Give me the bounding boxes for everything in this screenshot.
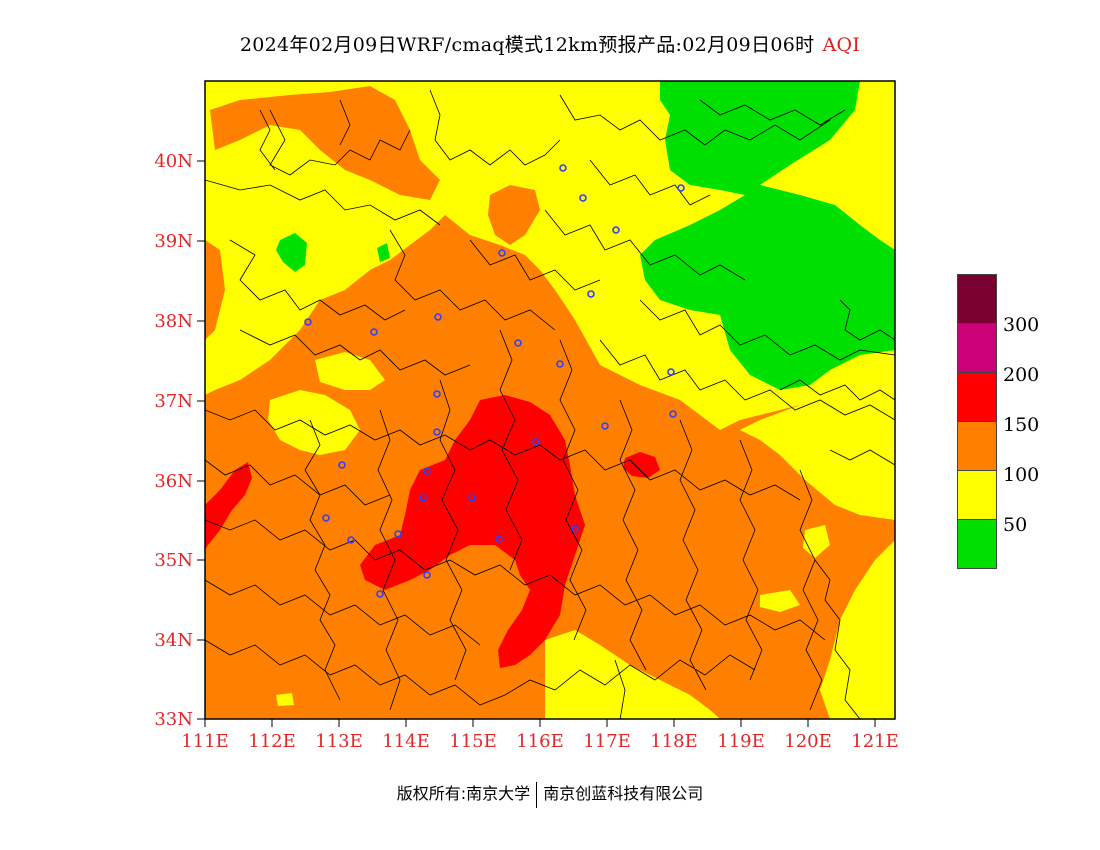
city-marker	[347, 536, 355, 544]
city-marker	[419, 494, 427, 502]
city-marker	[495, 535, 503, 543]
lon-label: 119E	[717, 731, 765, 752]
lat-label: 34N	[154, 630, 193, 651]
city-marker	[423, 467, 431, 475]
lon-label: 118E	[650, 731, 698, 752]
title-main: 2024年02月09日WRF/cmaq模式12km预报产品:02月09日06时	[239, 34, 815, 56]
lon-label: 120E	[784, 731, 832, 752]
city-marker	[433, 428, 441, 436]
copyright-divider	[536, 781, 538, 808]
lon-label: 114E	[382, 731, 430, 752]
map-title: 2024年02月09日WRF/cmaq模式12km预报产品:02月09日06时 A…	[0, 30, 1100, 57]
city-marker	[571, 525, 579, 533]
lon-label: 115E	[449, 731, 497, 752]
legend-label: 150	[1003, 414, 1040, 436]
title-product: AQI	[822, 34, 861, 56]
city-marker	[532, 438, 540, 446]
aqi-zone-orange-center-north	[488, 185, 540, 245]
city-marker	[434, 313, 442, 321]
copyright-company: 南京创蓝科技有限公司	[543, 784, 704, 803]
lon-label: 121E	[851, 731, 899, 752]
aqi-zone-red-east	[623, 452, 660, 478]
city-marker	[587, 290, 595, 298]
city-marker	[322, 514, 330, 522]
lat-label: 39N	[154, 231, 193, 252]
lon-label: 116E	[516, 731, 564, 752]
city-marker	[601, 422, 609, 430]
city-marker	[338, 461, 346, 469]
legend-label: 300	[1003, 314, 1040, 336]
aqi-zone-yellow-east	[740, 350, 895, 520]
aqi-zone-yellow-westlobe2	[315, 352, 385, 390]
city-marker	[514, 339, 522, 347]
lon-labels: 111E 112E 113E 114E 115E 116E 117E 118E …	[181, 731, 899, 752]
city-markers	[304, 164, 685, 598]
legend-swatch-very-unhealthy	[957, 323, 997, 372]
aqi-zone-red-west	[205, 462, 252, 550]
lat-labels: 40N 39N 38N 37N 36N 35N 34N 33N	[154, 151, 193, 730]
lon-label: 111E	[181, 731, 229, 752]
city-marker	[579, 194, 587, 202]
lon-ticks	[204, 719, 876, 727]
lat-label: 33N	[154, 709, 193, 730]
city-marker	[423, 571, 431, 579]
lat-label: 37N	[154, 391, 193, 412]
lat-ticks	[197, 160, 205, 720]
lat-label: 35N	[154, 550, 193, 571]
county-boundaries	[205, 89, 895, 719]
city-marker	[498, 249, 506, 257]
aqi-zone-orange-northwest	[210, 86, 440, 200]
aqi-zone-green-spot1	[276, 233, 307, 272]
aqi-legend	[957, 274, 997, 569]
city-marker	[468, 494, 476, 502]
aqi-field	[205, 81, 895, 719]
aqi-zone-yellow-south	[545, 630, 720, 719]
city-marker	[612, 226, 620, 234]
city-marker	[677, 184, 685, 192]
aqi-zone-green-spot2	[377, 243, 390, 262]
legend-swatch-sensitive	[957, 421, 997, 470]
lat-label: 38N	[154, 311, 193, 332]
city-marker	[556, 360, 564, 368]
city-marker	[667, 368, 675, 376]
city-marker	[394, 530, 402, 538]
city-marker	[370, 328, 378, 336]
city-marker	[559, 164, 567, 172]
city-marker	[433, 390, 441, 398]
legend-swatch-hazardous	[957, 274, 997, 323]
lon-label: 113E	[315, 731, 363, 752]
lat-label: 40N	[154, 151, 193, 172]
legend-label: 100	[1003, 464, 1040, 486]
aqi-zone-red-core	[360, 395, 585, 668]
legend-swatch-good	[957, 519, 997, 569]
copyright-owner: 版权所有:南京大学	[396, 784, 531, 803]
lon-label: 112E	[248, 731, 296, 752]
aqi-zone-orange-west-strip	[205, 240, 225, 340]
city-marker	[376, 590, 384, 598]
aqi-zone-yellow-southeast	[820, 540, 895, 719]
aqi-zone-green-bohai	[640, 81, 895, 390]
legend-swatch-unhealthy	[957, 372, 997, 421]
city-marker	[304, 318, 312, 326]
city-marker	[669, 410, 677, 418]
aqi-zone-yellow-westlobe	[268, 390, 360, 455]
aqi-zone-yellow-spot2	[760, 590, 800, 612]
lat-label: 36N	[154, 471, 193, 492]
map-frame	[204, 80, 896, 720]
copyright-line: 版权所有:南京大学 南京创蓝科技有限公司	[0, 780, 1100, 808]
legend-label: 200	[1003, 364, 1040, 386]
legend-label: 50	[1003, 514, 1028, 536]
aqi-zone-yellow-spot3	[276, 693, 294, 706]
lon-label: 117E	[583, 731, 631, 752]
legend-swatch-moderate	[957, 470, 997, 519]
